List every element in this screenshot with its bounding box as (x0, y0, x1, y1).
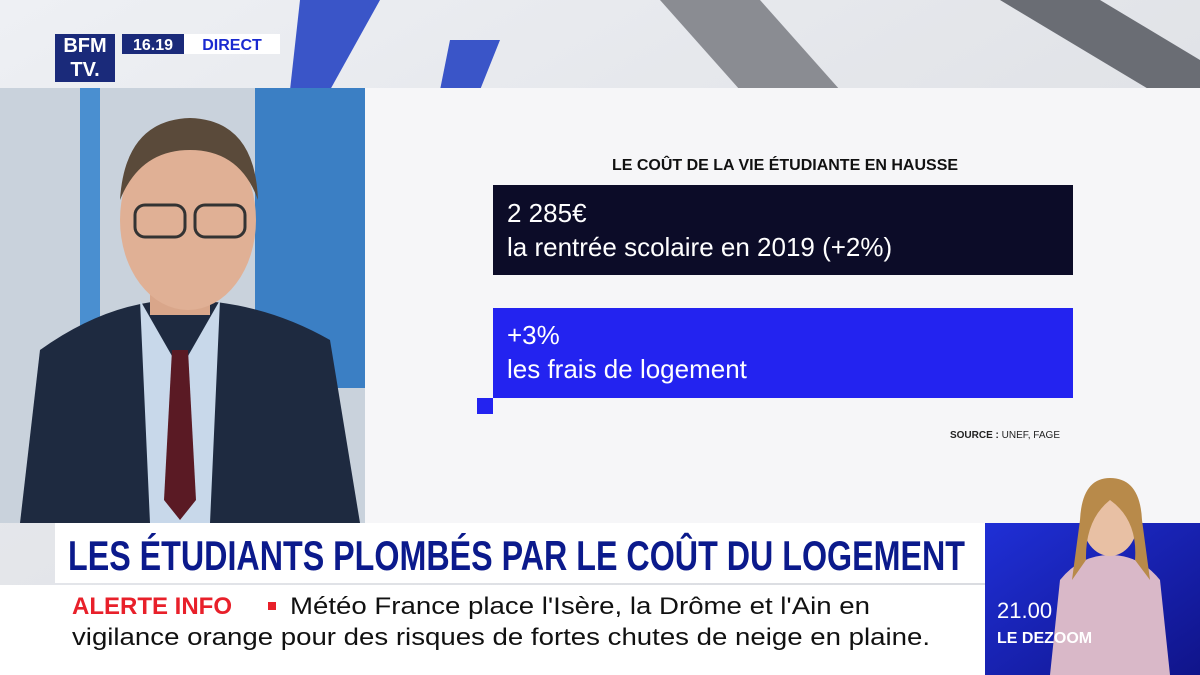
hair (120, 118, 258, 200)
alert-label: ALERTE INFO (72, 593, 232, 620)
fact-text: la rentrée scolaire en 2019 (+2%) (507, 232, 892, 262)
deco (440, 40, 500, 90)
direct-box (184, 34, 280, 54)
presenter-hair (1072, 478, 1150, 580)
deco (1000, 0, 1200, 90)
next-time: 21.00 (997, 598, 1052, 623)
direct: DIRECT (202, 37, 262, 54)
logo: BFM (63, 35, 106, 57)
source-text: UNEF, FAGE (1002, 430, 1061, 441)
alert-text: Météo France place l'Isère, la Drôme et … (290, 593, 870, 620)
alert-dot (268, 602, 276, 610)
deco (660, 0, 840, 90)
deco (80, 88, 100, 388)
logo-box (55, 34, 115, 82)
glasses (193, 203, 247, 239)
clock: 16.19 (133, 37, 173, 54)
graphic-panel (365, 88, 1200, 523)
tie (164, 350, 196, 520)
face (120, 130, 256, 310)
fact-figure: +3% (507, 320, 560, 350)
alert-text: vigilance orange pour des risques de for… (72, 624, 930, 651)
fact-box (493, 185, 1073, 275)
fact-text: les frais de logement (507, 354, 748, 384)
fact-figure: 2 285€ (507, 198, 587, 228)
fact-box (493, 308, 1073, 398)
source-label: SOURCE : (950, 430, 999, 441)
ticker (0, 585, 985, 675)
logo: TV. (70, 59, 99, 81)
next-show: LE DEZOOM (997, 630, 1092, 647)
time-box (122, 34, 184, 54)
accent (477, 398, 493, 414)
glasses (133, 203, 187, 239)
headline-band (55, 523, 985, 583)
source: SOURCE : UNEF, FAGE (950, 430, 1060, 441)
graphic-title: LE COÛT DE LA VIE ÉTUDIANTE EN HAUSSE (612, 155, 958, 174)
deco (290, 0, 380, 90)
headline: LES ÉTUDIANTS PLOMBÉS PAR LE COÛT DU LOG… (68, 531, 965, 579)
presenter (1050, 555, 1170, 675)
